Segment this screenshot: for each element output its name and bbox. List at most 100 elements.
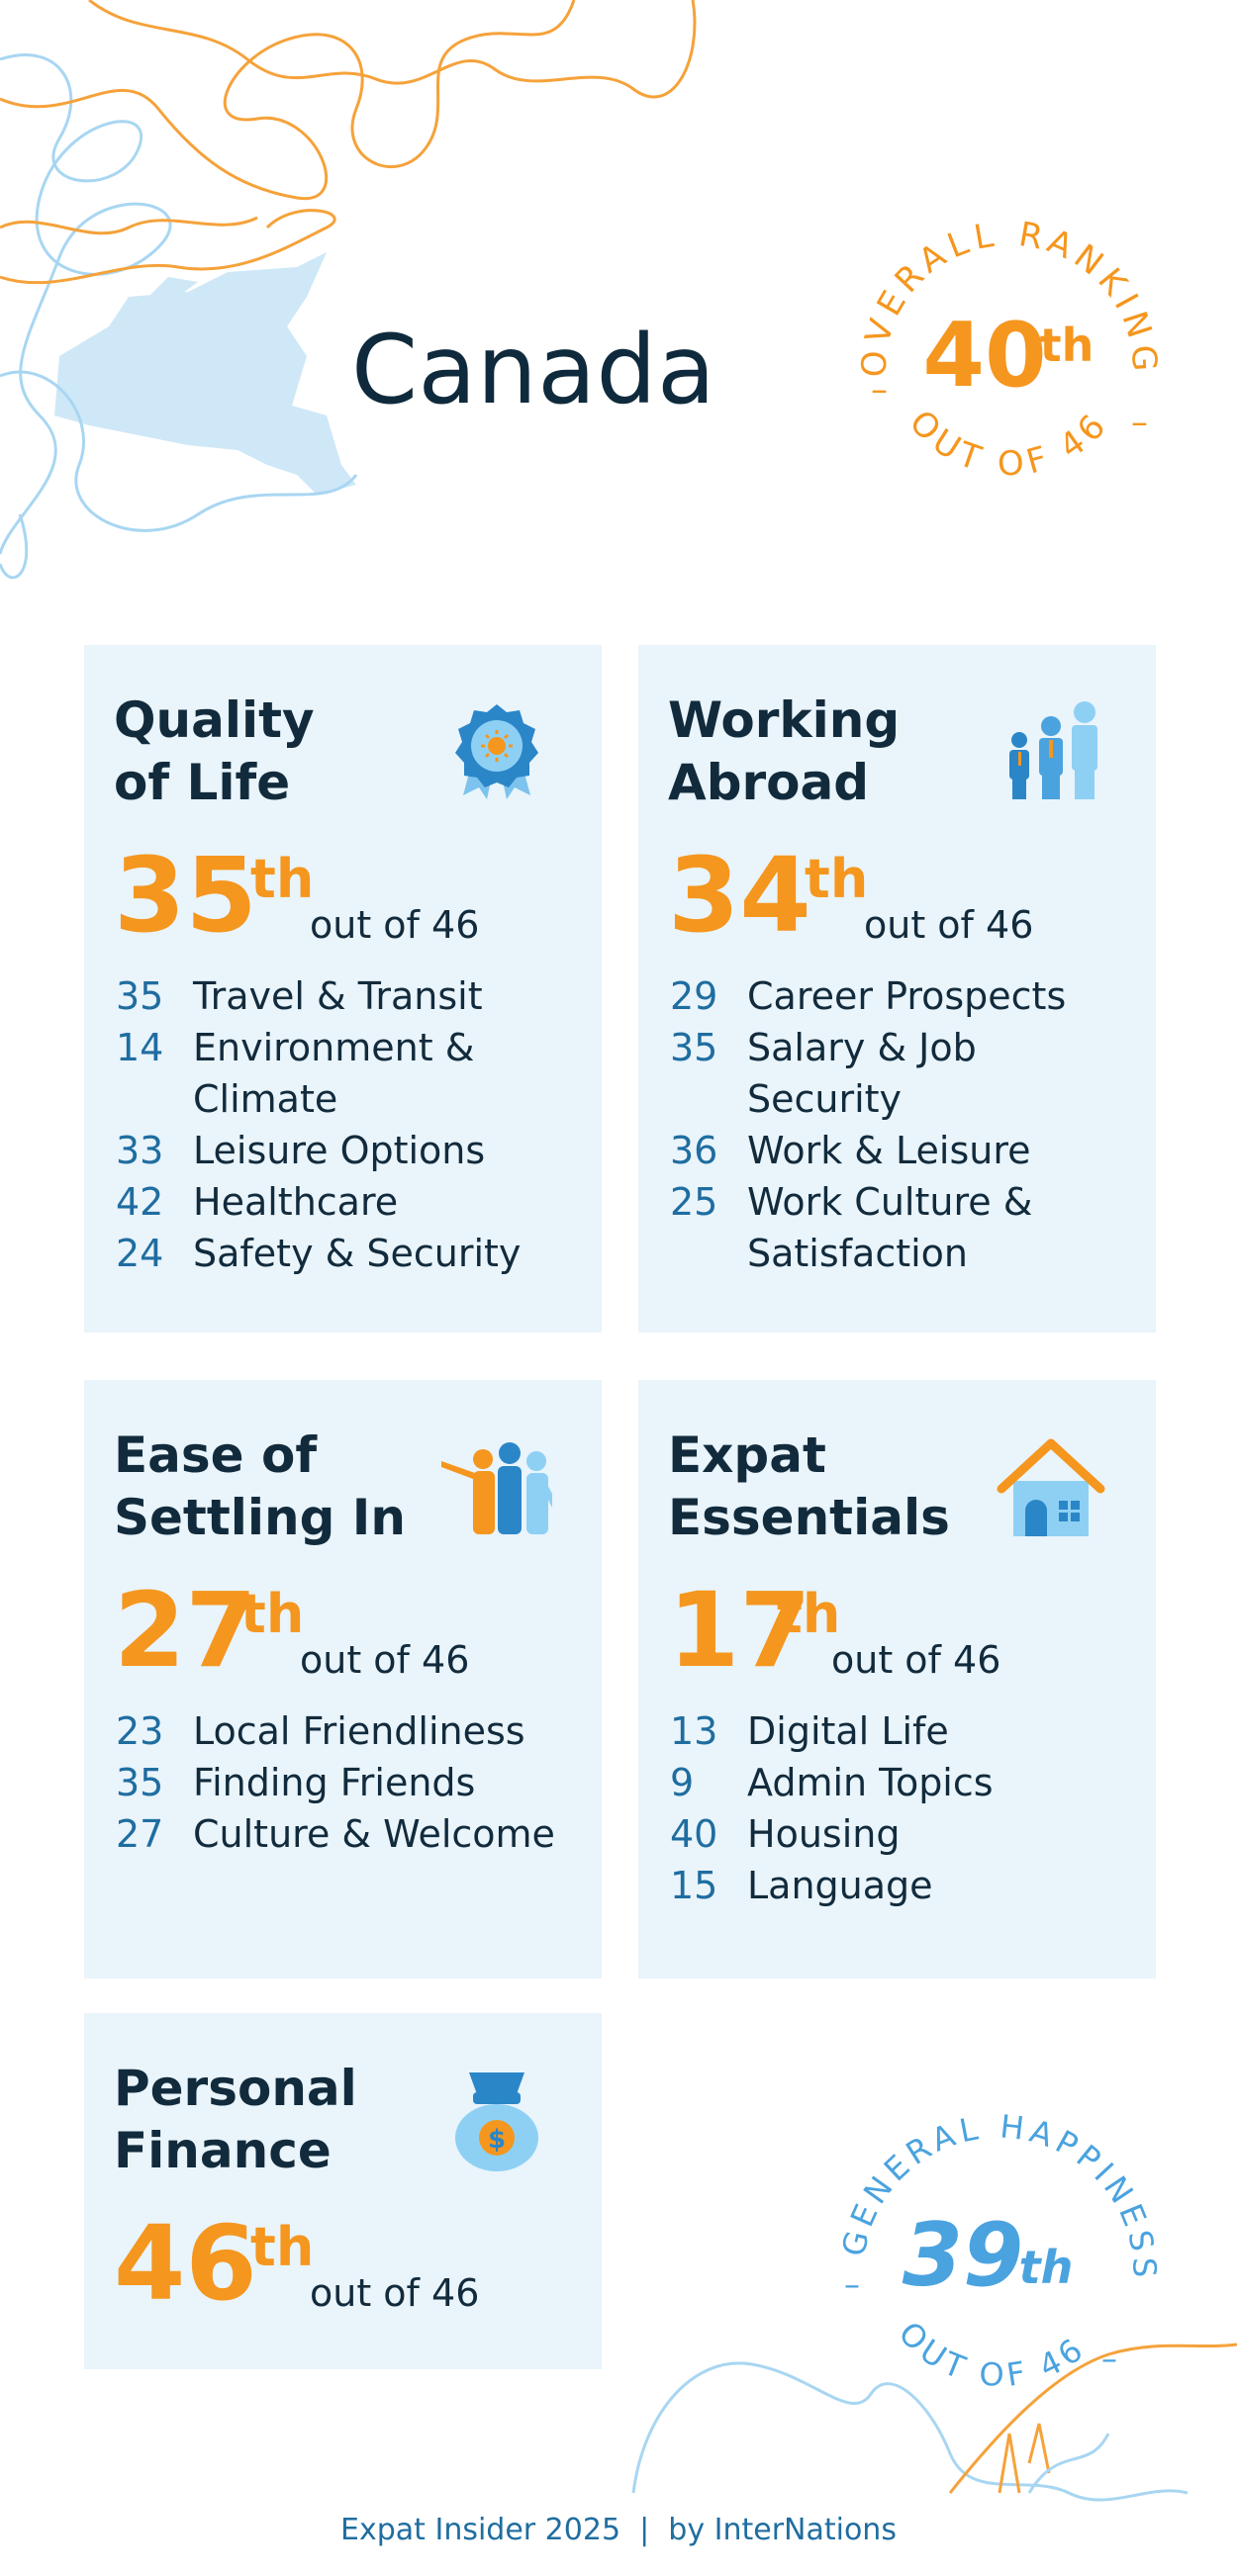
card-title: Expat Essentials [668,1426,950,1546]
list-item: 29 Career Prospects [668,970,1156,1022]
metric-rank: 36 [670,1129,718,1172]
list-item: 13 Digital Life [668,1705,1156,1757]
svg-text:–: – [844,2265,860,2303]
overall-rank-suffix: th [1040,319,1094,372]
rank-row: 46 th out of 46 [114,2212,602,2321]
svg-text:OUT OF 46: OUT OF 46 [892,2314,1094,2394]
metric-label: Finding Friends [193,1761,476,1804]
list-item: 35 Travel & Transit [114,970,602,1022]
list-item: 25 Work Culture & Satisfaction [668,1176,1084,1279]
list-item: 35 Finding Friends [114,1757,602,1808]
list-item: 9 Admin Topics [668,1757,1156,1808]
metric-rank: 23 [116,1709,164,1753]
rank-suffix: th [250,2216,315,2278]
metric-rank: 29 [670,974,718,1018]
metric-label: Housing [747,1812,901,1856]
list-item: 40 Housing [668,1808,1156,1860]
overall-rank: 40 [922,304,1046,408]
list-item: 35 Salary & Job Security [668,1022,1034,1125]
footer-credit: Expat Insider 2025 | by InterNations [340,2513,897,2547]
metric-rank: 35 [670,1026,718,1069]
metric-label: Environment & Climate [193,1026,475,1121]
card-title: Personal Finance [114,2060,357,2179]
list-item: 24 Safety & Security [114,1228,602,1279]
rank-number: 27 [114,1570,257,1691]
card-title: Working Abroad [668,691,901,811]
svg-text:OUT OF 46: OUT OF 46 [902,403,1117,484]
metric-label: Travel & Transit [193,974,483,1018]
svg-text:–: – [871,370,888,410]
card-title: Ease of Settling In [114,1426,406,1546]
rank-out-of: out of 46 [831,1638,1001,1682]
rank-suffix: th [777,1583,841,1645]
card-expat-essentials: Expat Essentials 17 th out of 46 13 Digit… [638,1380,1156,1978]
list-item: 15 Language [668,1860,1156,1911]
general-happiness-badge: GENERAL HAPPINESS OUT OF 46 – – 39 th [836,2107,1159,2394]
rank-suffix: th [805,848,869,910]
metric-label: Culture & Welcome [193,1812,555,1856]
metric-label: Admin Topics [747,1761,994,1804]
metric-rank: 33 [116,1129,164,1172]
rank-out-of: out of 46 [310,2271,480,2315]
overall-ranking-badge: OVERALL RANKING OUT OF 46 – – 40 th [854,215,1158,485]
rank-number: 35 [114,835,257,956]
metric-label: Language [747,1864,933,1907]
metric-rank: 24 [116,1232,164,1275]
metric-label: Work & Leisure [747,1129,1031,1172]
metric-label: Salary & Job Security [747,1026,977,1121]
card-quality-of-life: Quality of Life 35 th out of 46 35 Travel… [84,645,602,1333]
list-item: 42 Healthcare [114,1176,602,1228]
rank-number: 34 [668,835,811,956]
metric-list: 23 Local Friendliness 35 Finding Friends 2… [114,1705,602,1860]
rank-suffix: th [250,848,315,910]
happiness-rank-suffix: th [1019,2241,1074,2294]
metric-rank: 9 [670,1761,695,1804]
list-item: 23 Local Friendliness [114,1705,602,1757]
list-item: 14 Environment & Climate [114,1022,490,1125]
list-item: 27 Culture & Welcome [114,1808,602,1860]
card-working-abroad: Working Abroad 34 th out of 46 29 Career … [638,645,1156,1333]
metric-label: Digital Life [747,1709,949,1753]
rank-out-of: out of 46 [300,1638,470,1682]
svg-text:–: – [1101,2340,1117,2377]
card-personal-finance: Personal Finance $ 46 th out of 46 [84,2013,602,2369]
metric-label: Safety & Security [193,1232,522,1275]
metric-list: 13 Digital Life 9 Admin Topics 40 Housing 1… [668,1705,1156,1911]
metric-rank: 13 [670,1709,718,1753]
metric-label: Career Prospects [747,974,1067,1018]
metric-list: 35 Travel & Transit 14 Environment & Clima… [114,970,602,1279]
rank-row: 17 th out of 46 [668,1579,1156,1688]
canada-map-shape [54,252,356,495]
business-people-icon [1009,701,1097,799]
rank-suffix: th [240,1583,305,1645]
award-badge-icon [455,704,538,799]
list-item: 36 Work & Leisure [668,1125,1156,1176]
rank-row: 27 th out of 46 [114,1579,602,1688]
happiness-label-bottom: OUT OF 46 [892,2314,1089,2394]
group-welcome-icon [441,1442,552,1534]
metric-label: Local Friendliness [193,1709,525,1753]
rank-row: 34 th out of 46 [668,844,1156,953]
country-title: Canada [351,315,716,425]
metric-label: Healthcare [193,1180,399,1224]
rank-number: 17 [668,1570,811,1691]
list-item: 33 Leisure Options [114,1125,602,1176]
rank-out-of: out of 46 [864,903,1034,947]
card-ease-of-settling-in: Ease of Settling In 27 th out of 46 23 Lo… [84,1380,602,1978]
rank-row: 35 th out of 46 [114,844,602,953]
card-title: Quality of Life [114,691,315,811]
metric-rank: 15 [670,1864,718,1907]
metric-rank: 40 [670,1812,718,1856]
metric-rank: 42 [116,1180,164,1224]
metric-label: Leisure Options [193,1129,486,1172]
metric-label: Work Culture & Satisfaction [747,1180,1033,1275]
metric-rank: 14 [116,1026,164,1069]
metric-rank: 35 [116,974,164,1018]
svg-text:–: – [1131,403,1148,442]
happiness-rank: 39 [903,2204,1023,2306]
overall-label-bottom: OUT OF 46 [902,403,1111,484]
money-bag-icon: $ [455,2072,538,2171]
svg-text:$: $ [488,2125,506,2155]
metric-rank: 35 [116,1761,164,1804]
